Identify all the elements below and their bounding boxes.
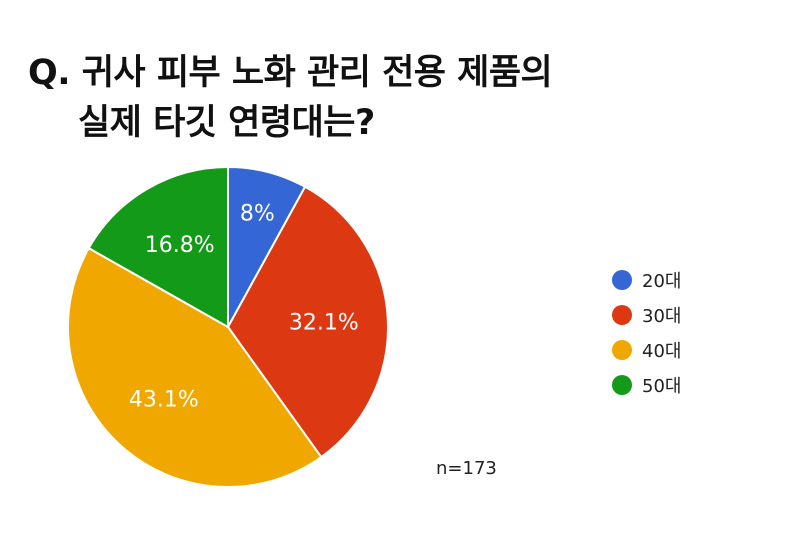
chart-title: Q. 귀사 피부 노화 관리 전용 제품의 실제 타깃 연령대는? (28, 48, 553, 148)
pie-slice-30 (226, 185, 389, 459)
legend-label: 30대 (642, 305, 682, 327)
sample-size-note: n=173 (436, 458, 497, 479)
legend-label: 50대 (642, 375, 682, 397)
slice-label-20: 8% (240, 202, 275, 227)
legend-label: 40대 (642, 340, 682, 362)
legend-item-30: 30대 (612, 297, 681, 332)
title-line-1: Q. 귀사 피부 노화 관리 전용 제품의 (28, 53, 553, 93)
legend-swatch (612, 374, 632, 395)
legend-item-40: 40대 (612, 332, 681, 367)
legend-swatch (612, 339, 632, 360)
slice-label-50: 16.8% (145, 233, 215, 258)
pie-slice-40 (67, 246, 323, 488)
legend-label: 20대 (642, 270, 682, 292)
legend-item-50: 50대 (612, 367, 681, 402)
legend-item-20: 20대 (612, 262, 681, 297)
title-line-2: 실제 타깃 연령대는? (78, 103, 375, 143)
slice-label-30: 32.1% (289, 310, 359, 335)
chart-legend: 20대 30대 40대 50대 (612, 262, 681, 402)
pie-slice-50 (87, 165, 229, 329)
slice-label-40: 43.1% (129, 387, 199, 412)
legend-swatch (612, 269, 632, 290)
legend-swatch (612, 304, 632, 325)
